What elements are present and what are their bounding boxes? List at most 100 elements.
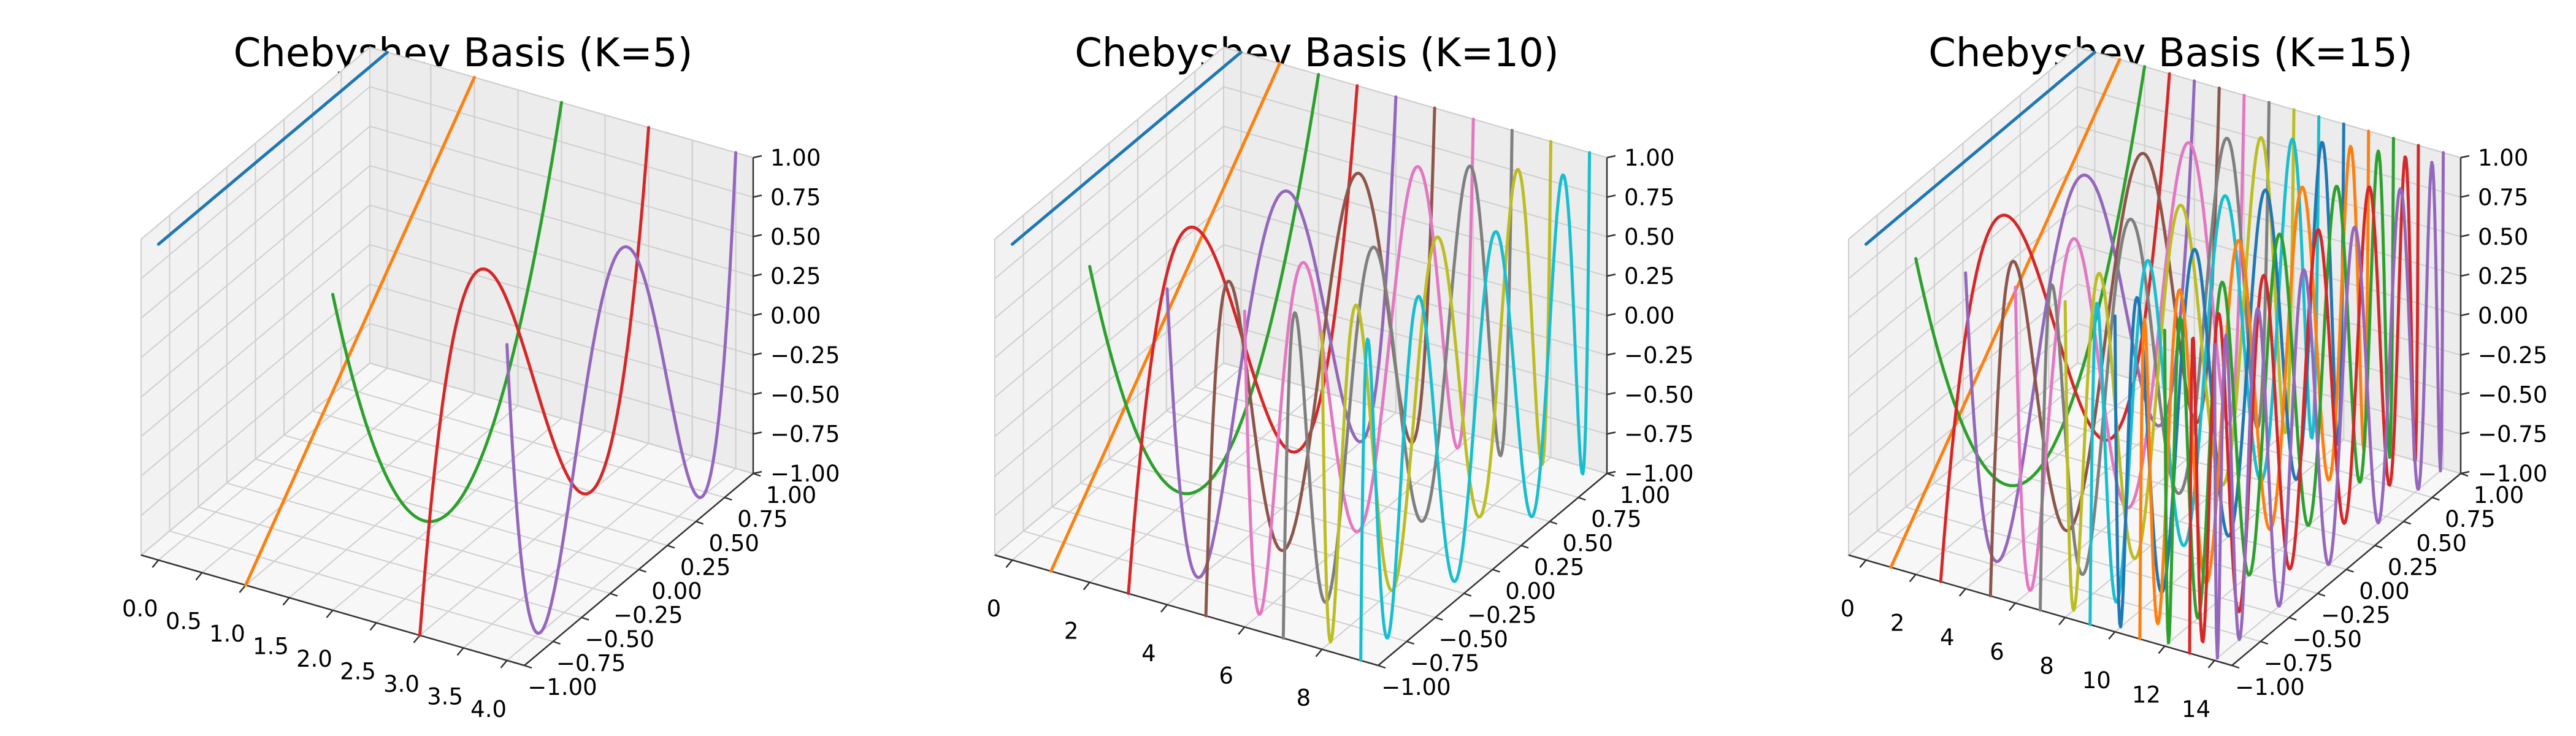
z-tick-label: −0.25 [1624, 342, 1693, 369]
x-tick [1160, 604, 1168, 613]
y-tick [524, 664, 532, 669]
z-tick [2460, 392, 2470, 396]
x-tick-label: 6 [1990, 638, 2004, 665]
series-line-T3 [418, 126, 650, 637]
y-tick-label: 1.00 [766, 482, 816, 508]
grid-line [994, 204, 1608, 398]
x-tick-label: 0 [987, 596, 1002, 622]
grid-line [994, 323, 1608, 516]
z-tick [1606, 470, 1616, 475]
grid-line [140, 125, 754, 319]
y-tick [2431, 496, 2440, 501]
y-tick-label: −0.75 [1410, 650, 1479, 677]
y-tick-label: 0.00 [2359, 578, 2409, 605]
z-tick [1606, 352, 1616, 356]
x-tick-label: 1.5 [253, 634, 289, 660]
x-tick-label: 0 [1841, 596, 1855, 622]
y-tick-label: −0.25 [613, 602, 683, 629]
z-tick-label: −0.75 [2478, 421, 2547, 448]
series [156, 50, 738, 637]
x-tick-label: 0.0 [122, 596, 158, 622]
x-tick [282, 597, 290, 606]
x-tick-label: 6 [1219, 662, 1233, 689]
z-tick-label: 0.50 [770, 224, 821, 250]
series-line-T1 [244, 75, 476, 587]
grid-line [140, 86, 754, 280]
y-tick [667, 545, 675, 549]
y-tick [610, 592, 618, 597]
series-line-T1 [1049, 61, 1281, 573]
x-tick-label: 10 [2082, 667, 2111, 694]
y-tick [1378, 664, 1386, 669]
z-tick-label: 0.50 [2478, 224, 2528, 250]
y-tick-label: 0.50 [1563, 530, 1613, 556]
series-line-T2 [1914, 65, 2147, 488]
x-tick [2207, 660, 2215, 669]
y-tick [553, 640, 561, 645]
y-tick-label: −1.00 [527, 674, 597, 700]
series-line-T2 [331, 101, 563, 523]
z-tick [2460, 431, 2470, 435]
y-tick [1577, 496, 1586, 501]
z-tick [753, 273, 762, 277]
chart-title: Chebyshev Basis (K=15) [1928, 31, 2413, 76]
z-tick-label: 1.00 [1624, 145, 1674, 171]
y-tick [2346, 569, 2354, 573]
y-tick [2288, 616, 2297, 621]
z-tick [753, 313, 762, 316]
series-line-T4 [1165, 95, 1398, 579]
chart-title: Chebyshev Basis (K=5) [234, 31, 693, 76]
z-tick [2460, 234, 2470, 237]
z-tick-label: −0.50 [1624, 381, 1693, 408]
z-tick [753, 392, 762, 396]
y-tick [2374, 545, 2383, 549]
x-tick [2008, 602, 2016, 611]
x-tick [500, 660, 508, 669]
grid-line [994, 86, 1608, 280]
grid [140, 46, 754, 666]
z-tick [2460, 313, 2470, 316]
y-tick [1492, 569, 1500, 573]
z-tick-label: 0.75 [1624, 184, 1674, 210]
z-tick-label: 0.00 [1624, 303, 1674, 329]
series-line-T6 [1243, 117, 1475, 616]
x-tick-label: 1.0 [209, 621, 245, 647]
z-tick-label: 1.00 [2478, 145, 2528, 171]
x-tick [2108, 631, 2116, 640]
series-line-T4 [1964, 79, 2196, 563]
series-line-T6 [2014, 93, 2246, 592]
y-tick-label: −1.00 [1381, 674, 1451, 700]
x-tick-label: 2 [1890, 610, 1905, 637]
z-tick [1606, 194, 1616, 198]
x-tick [151, 559, 159, 568]
z-tick [2460, 273, 2470, 277]
y-tick-label: 1.00 [2474, 482, 2524, 508]
x-tick-label: 2.0 [296, 646, 332, 672]
y-tick-label: 0.25 [680, 554, 730, 580]
z-tick-label: 0.75 [770, 184, 821, 210]
series-line-T13 [2188, 144, 2420, 655]
grid-line [994, 362, 1608, 556]
y-tick [2260, 640, 2269, 645]
z-tick [2460, 155, 2470, 159]
y-tick-label: −0.75 [2264, 650, 2333, 677]
y-tick [1406, 640, 1415, 645]
z-tick-label: 1.00 [770, 145, 821, 171]
z-tick-label: −1.00 [2478, 461, 2547, 487]
x-tick-label: 3.5 [427, 683, 463, 710]
series-line-T8 [1321, 140, 1552, 644]
x-tick-label: 8 [1297, 685, 1311, 711]
y-tick [696, 521, 704, 525]
y-tick-label: −1.00 [2235, 674, 2304, 700]
grid-line [1848, 204, 2461, 398]
x-tick [1238, 626, 1246, 635]
grid-line [994, 46, 1608, 240]
z-tick-label: −0.25 [770, 342, 840, 369]
series-line-T12 [2163, 136, 2395, 645]
y-tick-label: 0.75 [737, 506, 788, 532]
series-line-T7 [1281, 129, 1514, 640]
series-line-T0 [156, 50, 389, 246]
y-tick-label: 0.25 [1534, 554, 1584, 580]
